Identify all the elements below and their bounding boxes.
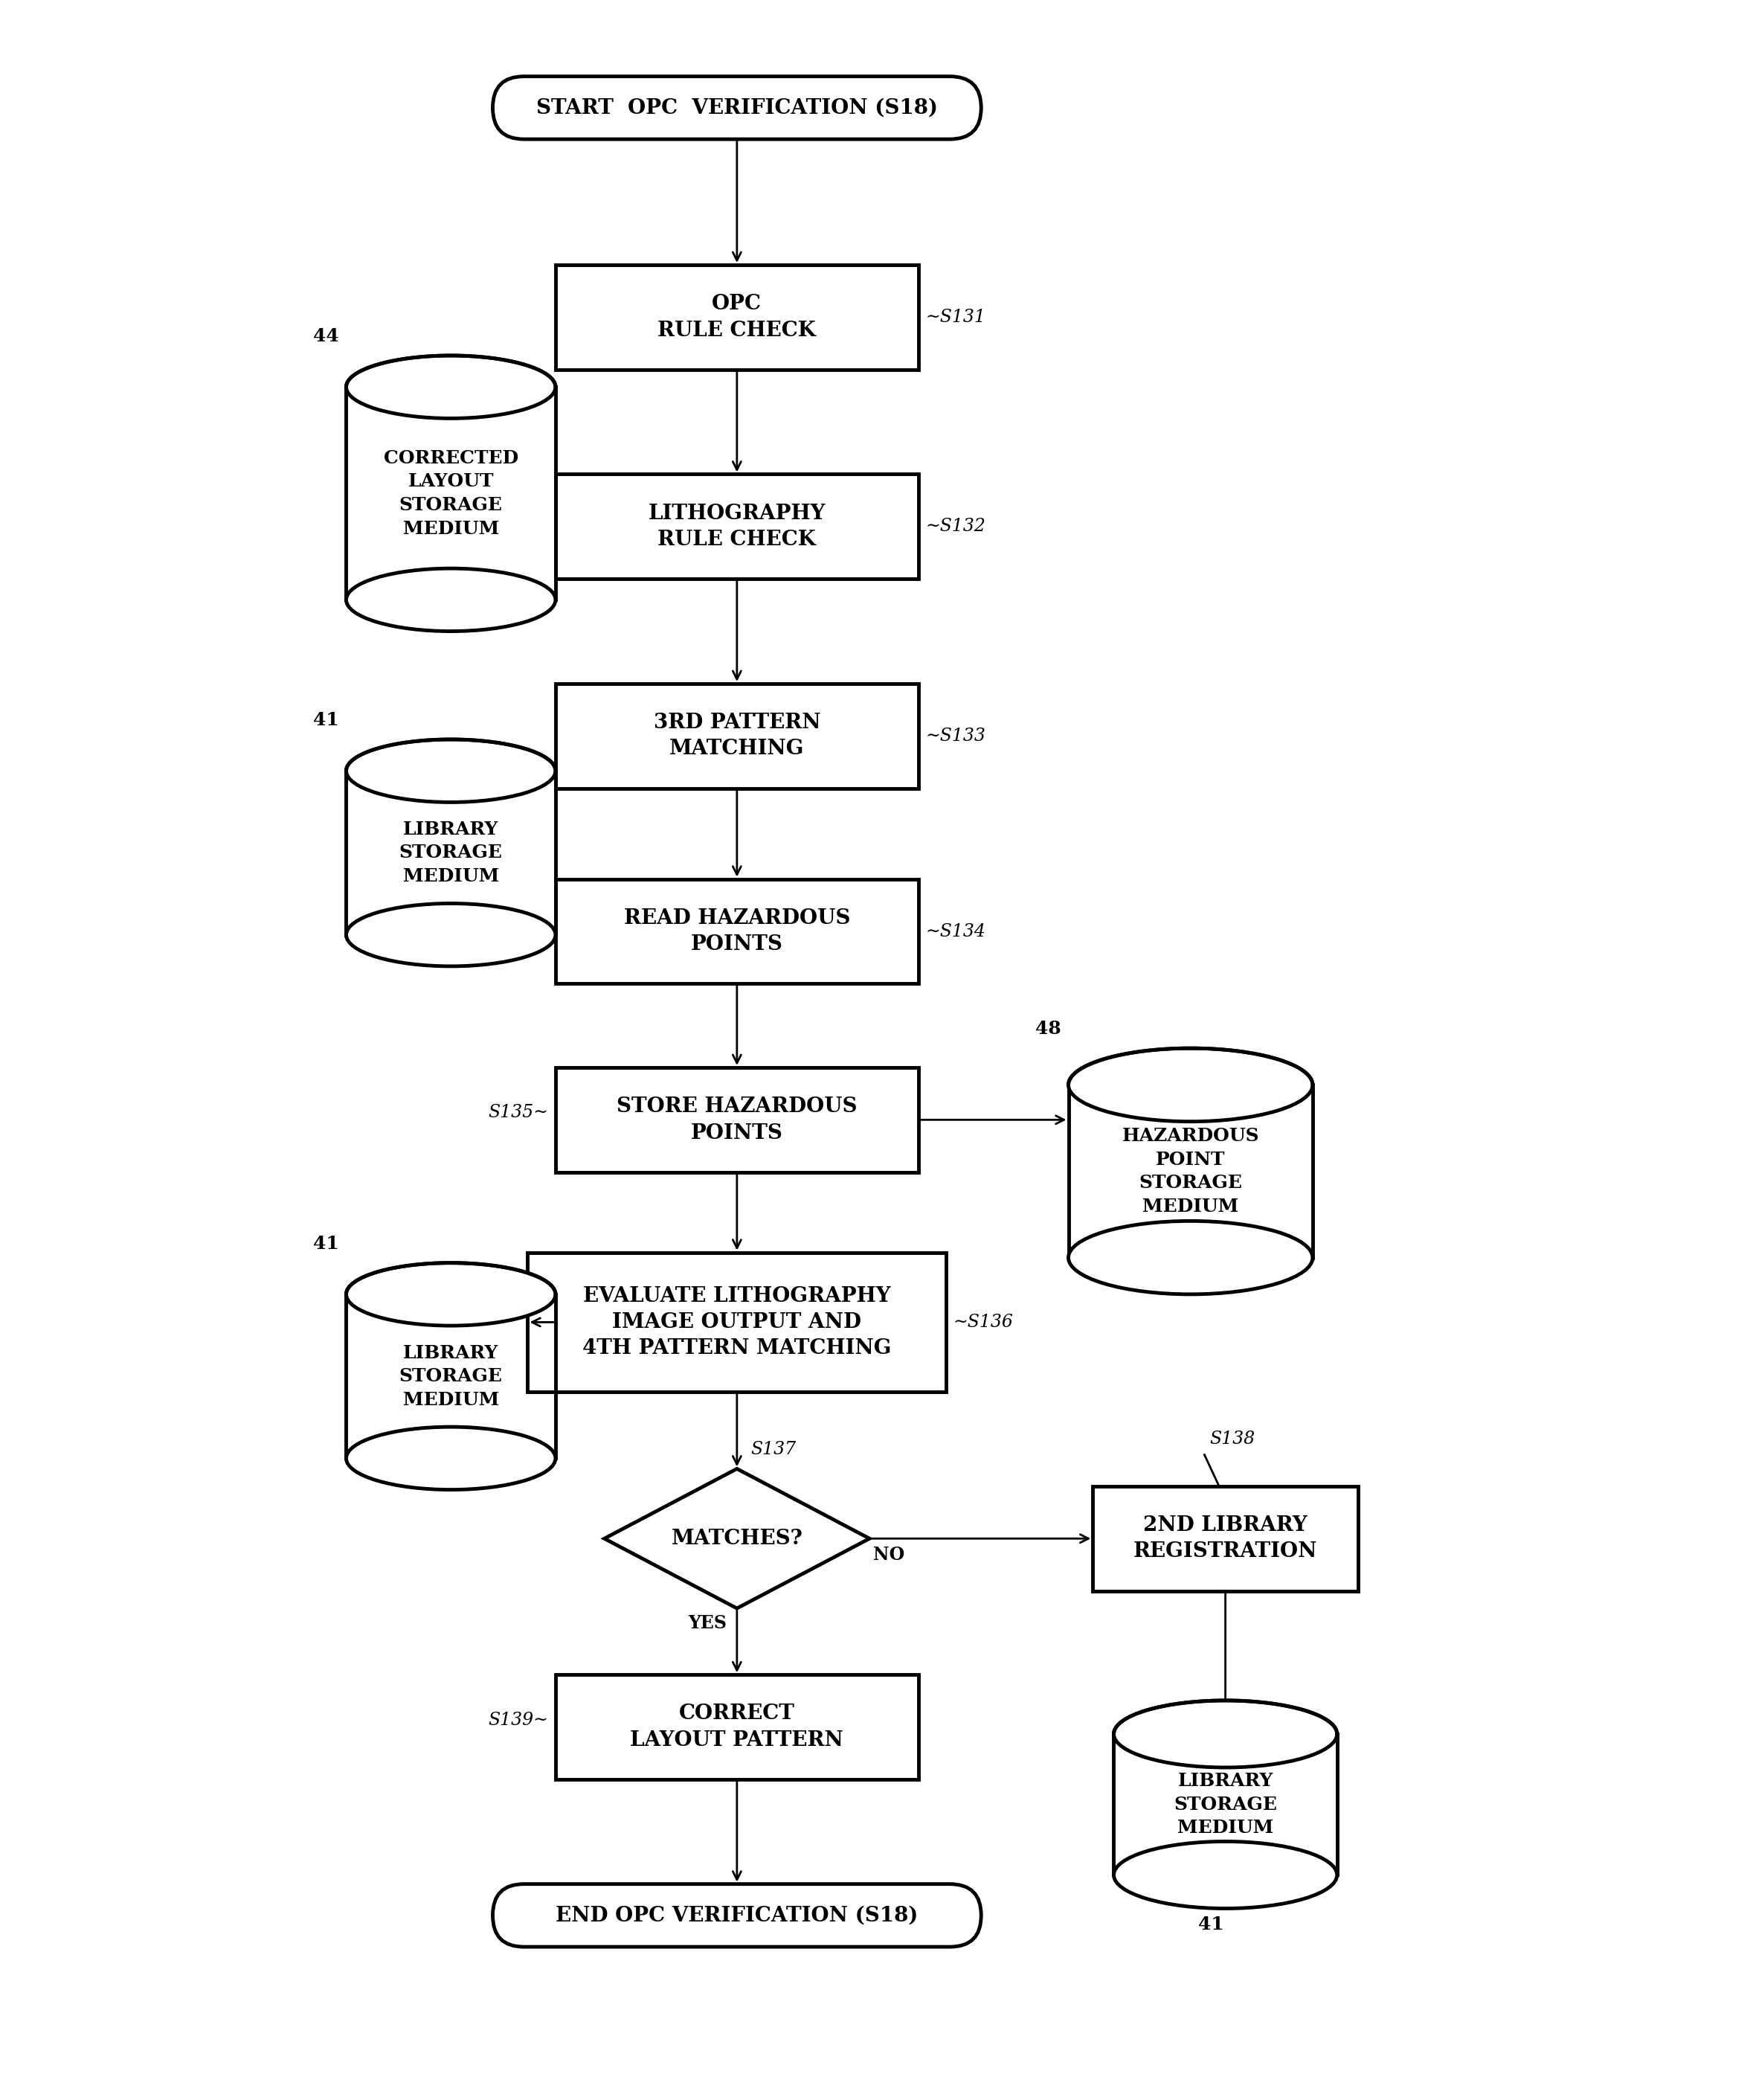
FancyBboxPatch shape bbox=[528, 1252, 947, 1392]
Text: S135∼: S135∼ bbox=[489, 1105, 549, 1121]
Text: S138: S138 bbox=[1210, 1430, 1255, 1447]
Text: 41: 41 bbox=[314, 1235, 338, 1252]
Text: ∼S133: ∼S133 bbox=[926, 727, 985, 746]
FancyBboxPatch shape bbox=[556, 880, 919, 983]
Text: NO: NO bbox=[873, 1546, 905, 1562]
Text: ∼S131: ∼S131 bbox=[926, 309, 985, 326]
Text: READ HAZARDOUS
POINTS: READ HAZARDOUS POINTS bbox=[624, 907, 850, 956]
Text: S137: S137 bbox=[750, 1441, 796, 1457]
Text: LIBRARY
STORAGE
MEDIUM: LIBRARY STORAGE MEDIUM bbox=[400, 821, 503, 886]
Ellipse shape bbox=[345, 1426, 556, 1489]
Ellipse shape bbox=[345, 903, 556, 966]
Ellipse shape bbox=[1113, 1701, 1338, 1768]
Text: OPC
RULE CHECK: OPC RULE CHECK bbox=[657, 294, 817, 340]
Polygon shape bbox=[605, 1468, 869, 1609]
Ellipse shape bbox=[345, 1262, 556, 1325]
Text: LIBRARY
STORAGE
MEDIUM: LIBRARY STORAGE MEDIUM bbox=[400, 1344, 503, 1409]
Text: HAZARDOUS
POINT
STORAGE
MEDIUM: HAZARDOUS POINT STORAGE MEDIUM bbox=[1122, 1128, 1259, 1216]
FancyBboxPatch shape bbox=[493, 1884, 982, 1947]
FancyBboxPatch shape bbox=[556, 685, 919, 788]
Text: LIBRARY
STORAGE
MEDIUM: LIBRARY STORAGE MEDIUM bbox=[1175, 1772, 1276, 1838]
Text: END OPC VERIFICATION (S18): END OPC VERIFICATION (S18) bbox=[556, 1905, 919, 1926]
Text: EVALUATE LITHOGRAPHY
IMAGE OUTPUT AND
4TH PATTERN MATCHING: EVALUATE LITHOGRAPHY IMAGE OUTPUT AND 4T… bbox=[582, 1285, 892, 1359]
Ellipse shape bbox=[1068, 1048, 1313, 1121]
FancyBboxPatch shape bbox=[556, 475, 919, 580]
Text: MATCHES?: MATCHES? bbox=[671, 1529, 803, 1548]
Text: 48: 48 bbox=[1036, 1021, 1061, 1037]
Text: ∼S134: ∼S134 bbox=[926, 922, 985, 941]
Text: 2ND LIBRARY
REGISTRATION: 2ND LIBRARY REGISTRATION bbox=[1134, 1516, 1318, 1562]
FancyBboxPatch shape bbox=[556, 265, 919, 370]
Ellipse shape bbox=[1068, 1220, 1313, 1294]
Text: 41: 41 bbox=[314, 712, 338, 729]
Text: STORE HAZARDOUS
POINTS: STORE HAZARDOUS POINTS bbox=[617, 1096, 857, 1142]
Text: 3RD PATTERN
MATCHING: 3RD PATTERN MATCHING bbox=[654, 712, 820, 758]
FancyBboxPatch shape bbox=[1092, 1487, 1359, 1592]
Ellipse shape bbox=[1113, 1842, 1338, 1909]
Ellipse shape bbox=[345, 739, 556, 802]
FancyBboxPatch shape bbox=[556, 1674, 919, 1779]
Text: ∼S132: ∼S132 bbox=[926, 519, 985, 536]
Text: ∼S136: ∼S136 bbox=[954, 1315, 1013, 1331]
Text: START  OPC  VERIFICATION (S18): START OPC VERIFICATION (S18) bbox=[536, 99, 938, 118]
FancyBboxPatch shape bbox=[556, 1067, 919, 1172]
Text: 44: 44 bbox=[314, 328, 338, 344]
Ellipse shape bbox=[345, 569, 556, 632]
Text: CORRECT
LAYOUT PATTERN: CORRECT LAYOUT PATTERN bbox=[631, 1703, 843, 1749]
Text: CORRECTED
LAYOUT
STORAGE
MEDIUM: CORRECTED LAYOUT STORAGE MEDIUM bbox=[384, 449, 519, 538]
Text: YES: YES bbox=[687, 1615, 726, 1632]
FancyBboxPatch shape bbox=[493, 76, 982, 139]
Text: LITHOGRAPHY
RULE CHECK: LITHOGRAPHY RULE CHECK bbox=[649, 504, 826, 550]
Text: S139∼: S139∼ bbox=[489, 1711, 549, 1728]
Ellipse shape bbox=[345, 355, 556, 418]
Text: 41: 41 bbox=[1199, 1915, 1224, 1934]
